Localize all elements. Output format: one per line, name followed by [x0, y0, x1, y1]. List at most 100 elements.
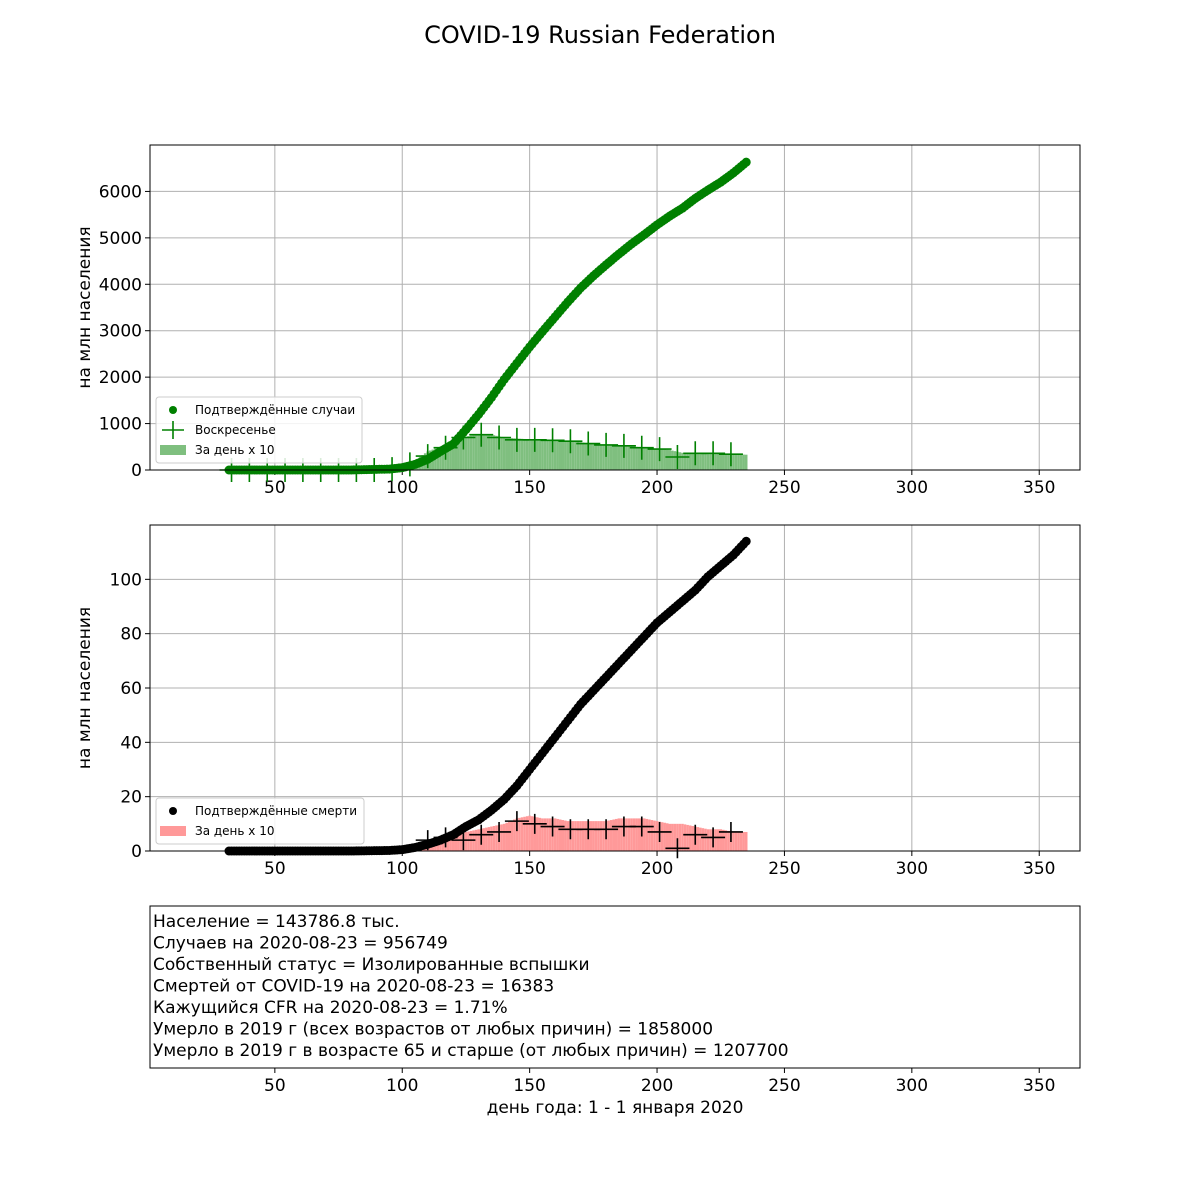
daily-bar	[727, 454, 730, 470]
daily-bar	[607, 820, 610, 851]
daily-bar	[734, 454, 738, 470]
y-tick-label: 2000	[99, 368, 142, 388]
daily-bar	[668, 823, 672, 851]
x-tick-label: 300	[896, 1076, 928, 1096]
daily-bar	[462, 437, 465, 470]
info-line: Случаев на 2020-08-23 = 956749	[153, 934, 448, 954]
daily-bar	[671, 823, 674, 851]
daily-bar	[518, 438, 521, 470]
daily-bar	[671, 450, 674, 470]
daily-bar	[645, 818, 649, 851]
daily-bar	[538, 817, 542, 851]
sunday-marker	[611, 433, 636, 458]
daily-bar	[564, 820, 567, 851]
daily-bar	[566, 441, 570, 470]
x-tick-label: 200	[641, 1076, 673, 1096]
daily-bar	[742, 831, 745, 851]
daily-bar	[599, 444, 603, 470]
daily-bar	[523, 816, 526, 851]
daily-bar	[490, 434, 493, 470]
daily-bar	[586, 443, 590, 470]
daily-bar	[622, 445, 626, 470]
daily-bar	[744, 831, 748, 851]
daily-bar	[449, 442, 452, 470]
daily-bar	[668, 450, 672, 470]
legend-bar-marker	[160, 826, 186, 836]
daily-bar	[561, 820, 565, 851]
x-tick-label: 100	[386, 478, 418, 498]
daily-bar	[454, 440, 458, 470]
sunday-marker	[558, 429, 583, 454]
daily-bar	[630, 446, 633, 470]
daily-bar	[510, 438, 514, 470]
sunday-marker	[594, 819, 619, 840]
daily-bar	[714, 829, 717, 851]
daily-bar	[744, 454, 748, 470]
x-tick-label: 150	[513, 478, 545, 498]
daily-bar	[441, 445, 445, 470]
daily-bar	[528, 439, 531, 470]
daily-bar	[655, 448, 659, 470]
daily-bar	[574, 821, 577, 851]
daily-bar	[722, 829, 725, 851]
daily-bar	[643, 818, 646, 851]
y-tick-label: 60	[120, 679, 142, 699]
daily-bar	[487, 827, 491, 851]
daily-bar	[732, 831, 735, 851]
cases-chart: 50 100 150 200 250 300 350 0 1000 2000 3000 4000 500…	[75, 144, 1081, 498]
legend-label: Подтверждённые смерти	[195, 804, 357, 818]
daily-bar	[716, 829, 720, 851]
daily-bar	[609, 445, 613, 470]
daily-bar	[576, 441, 580, 470]
daily-bar	[719, 453, 723, 470]
daily-bar	[569, 441, 572, 470]
plot-frame	[149, 144, 1081, 471]
daily-bar	[589, 443, 593, 470]
daily-bar	[507, 821, 511, 851]
info-line: Умерло в 2019 г в возрасте 65 и старше (…	[153, 1041, 789, 1061]
daily-bar	[436, 447, 440, 470]
daily-bar	[584, 442, 587, 470]
daily-bar	[592, 444, 595, 470]
daily-bar	[655, 821, 659, 851]
daily-bar	[487, 434, 491, 470]
legend-dot-marker	[169, 406, 177, 414]
daily-bar	[699, 827, 702, 851]
daily-bar	[737, 831, 740, 851]
daily-bar	[576, 821, 580, 851]
daily-bar	[500, 824, 503, 851]
daily-bar	[541, 818, 544, 851]
y-tick-label: 1000	[99, 415, 142, 435]
daily-bar	[597, 821, 600, 851]
sunday-marker	[701, 827, 726, 848]
daily-bar	[497, 436, 501, 470]
info-line: Умерло в 2019 г (всех возрастов от любых…	[153, 1020, 713, 1040]
daily-bar	[502, 437, 506, 470]
daily-bar	[714, 453, 717, 470]
daily-bar	[541, 439, 544, 470]
sunday-marker	[469, 824, 494, 845]
x-tick-label: 100	[386, 1076, 418, 1096]
daily-bar	[515, 438, 519, 470]
sunday-marker	[683, 824, 708, 845]
daily-bar	[500, 436, 503, 470]
y-tick-label: 40	[120, 733, 142, 753]
daily-bar	[528, 815, 531, 851]
daily-bar	[558, 440, 562, 470]
daily-bar	[699, 453, 702, 470]
daily-bar	[581, 821, 585, 851]
legend-label: Подтверждённые случаи	[195, 403, 355, 417]
x-tick-label: 250	[768, 1076, 800, 1096]
sunday-marker	[576, 431, 601, 456]
x-tick-label: 150	[513, 1076, 545, 1096]
daily-bar	[604, 444, 608, 470]
daily-bar	[571, 821, 575, 851]
daily-bar	[441, 836, 445, 851]
daily-bar	[454, 834, 458, 851]
daily-bar	[635, 446, 638, 470]
sunday-marker	[629, 435, 654, 460]
daily-bar	[688, 825, 692, 851]
daily-bar	[520, 817, 524, 851]
daily-bar	[653, 448, 656, 470]
daily-bar	[510, 820, 514, 851]
